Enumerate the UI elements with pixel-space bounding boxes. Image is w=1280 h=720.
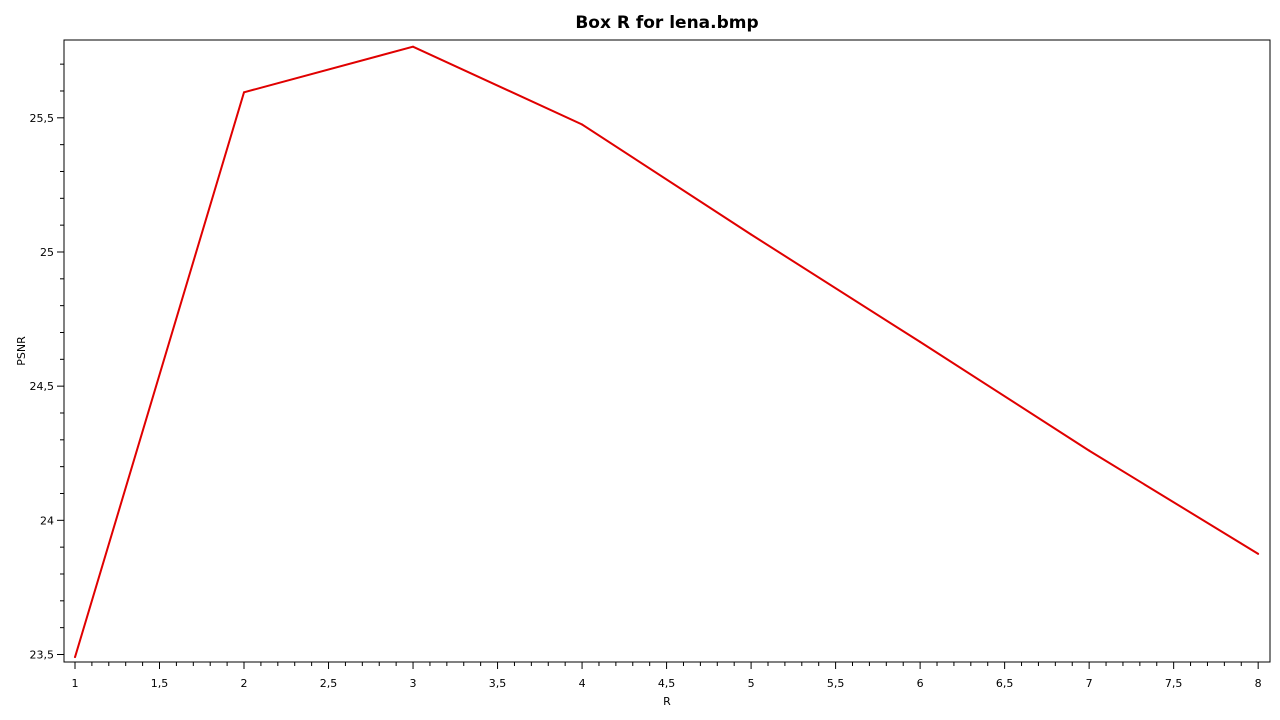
x-tick-label: 5,5	[827, 677, 845, 690]
y-tick-label: 24	[40, 514, 54, 527]
data-point	[73, 656, 76, 659]
x-tick-label: 4	[579, 677, 586, 690]
series-layer	[73, 45, 1260, 659]
x-tick-label: 7,5	[1165, 677, 1183, 690]
x-tick-label: 6	[917, 677, 924, 690]
data-point	[581, 123, 584, 126]
x-tick-label: 1	[71, 677, 78, 690]
data-point	[919, 340, 922, 343]
x-tick-label: 7	[1086, 677, 1093, 690]
y-tick-label: 24,5	[30, 380, 55, 393]
x-tick-label: 8	[1255, 677, 1262, 690]
x-tick-label: 1,5	[151, 677, 169, 690]
y-axis-label: PSNR	[15, 336, 28, 366]
data-point	[243, 91, 246, 94]
series-line	[74, 45, 1259, 658]
data-point	[1257, 552, 1260, 555]
x-tick-label: 2,5	[320, 677, 338, 690]
x-tick-label: 2	[241, 677, 248, 690]
data-point	[1088, 449, 1091, 452]
x-tick-label: 3,5	[489, 677, 507, 690]
plot-frame	[63, 39, 1271, 663]
chart-title: Box R for lena.bmp	[575, 13, 758, 33]
y-tick-label: 25	[40, 246, 54, 259]
y-tick-label: 25,5	[30, 112, 55, 125]
data-point	[412, 45, 415, 48]
x-axis: 1 1,5 2 2,5 3 3,5 4 4,5 5 5,5 6 6,5 7 7,5 8	[71, 662, 1262, 690]
y-axis: 23,5 24 24,5 25 25,5	[30, 63, 64, 661]
data-point	[750, 233, 753, 236]
x-tick-label: 6,5	[996, 677, 1014, 690]
y-tick-label: 23,5	[30, 648, 55, 661]
x-axis-label: R	[663, 695, 671, 708]
x-tick-label: 3	[410, 677, 417, 690]
x-tick-label: 5	[748, 677, 755, 690]
x-tick-label: 4,5	[658, 677, 676, 690]
